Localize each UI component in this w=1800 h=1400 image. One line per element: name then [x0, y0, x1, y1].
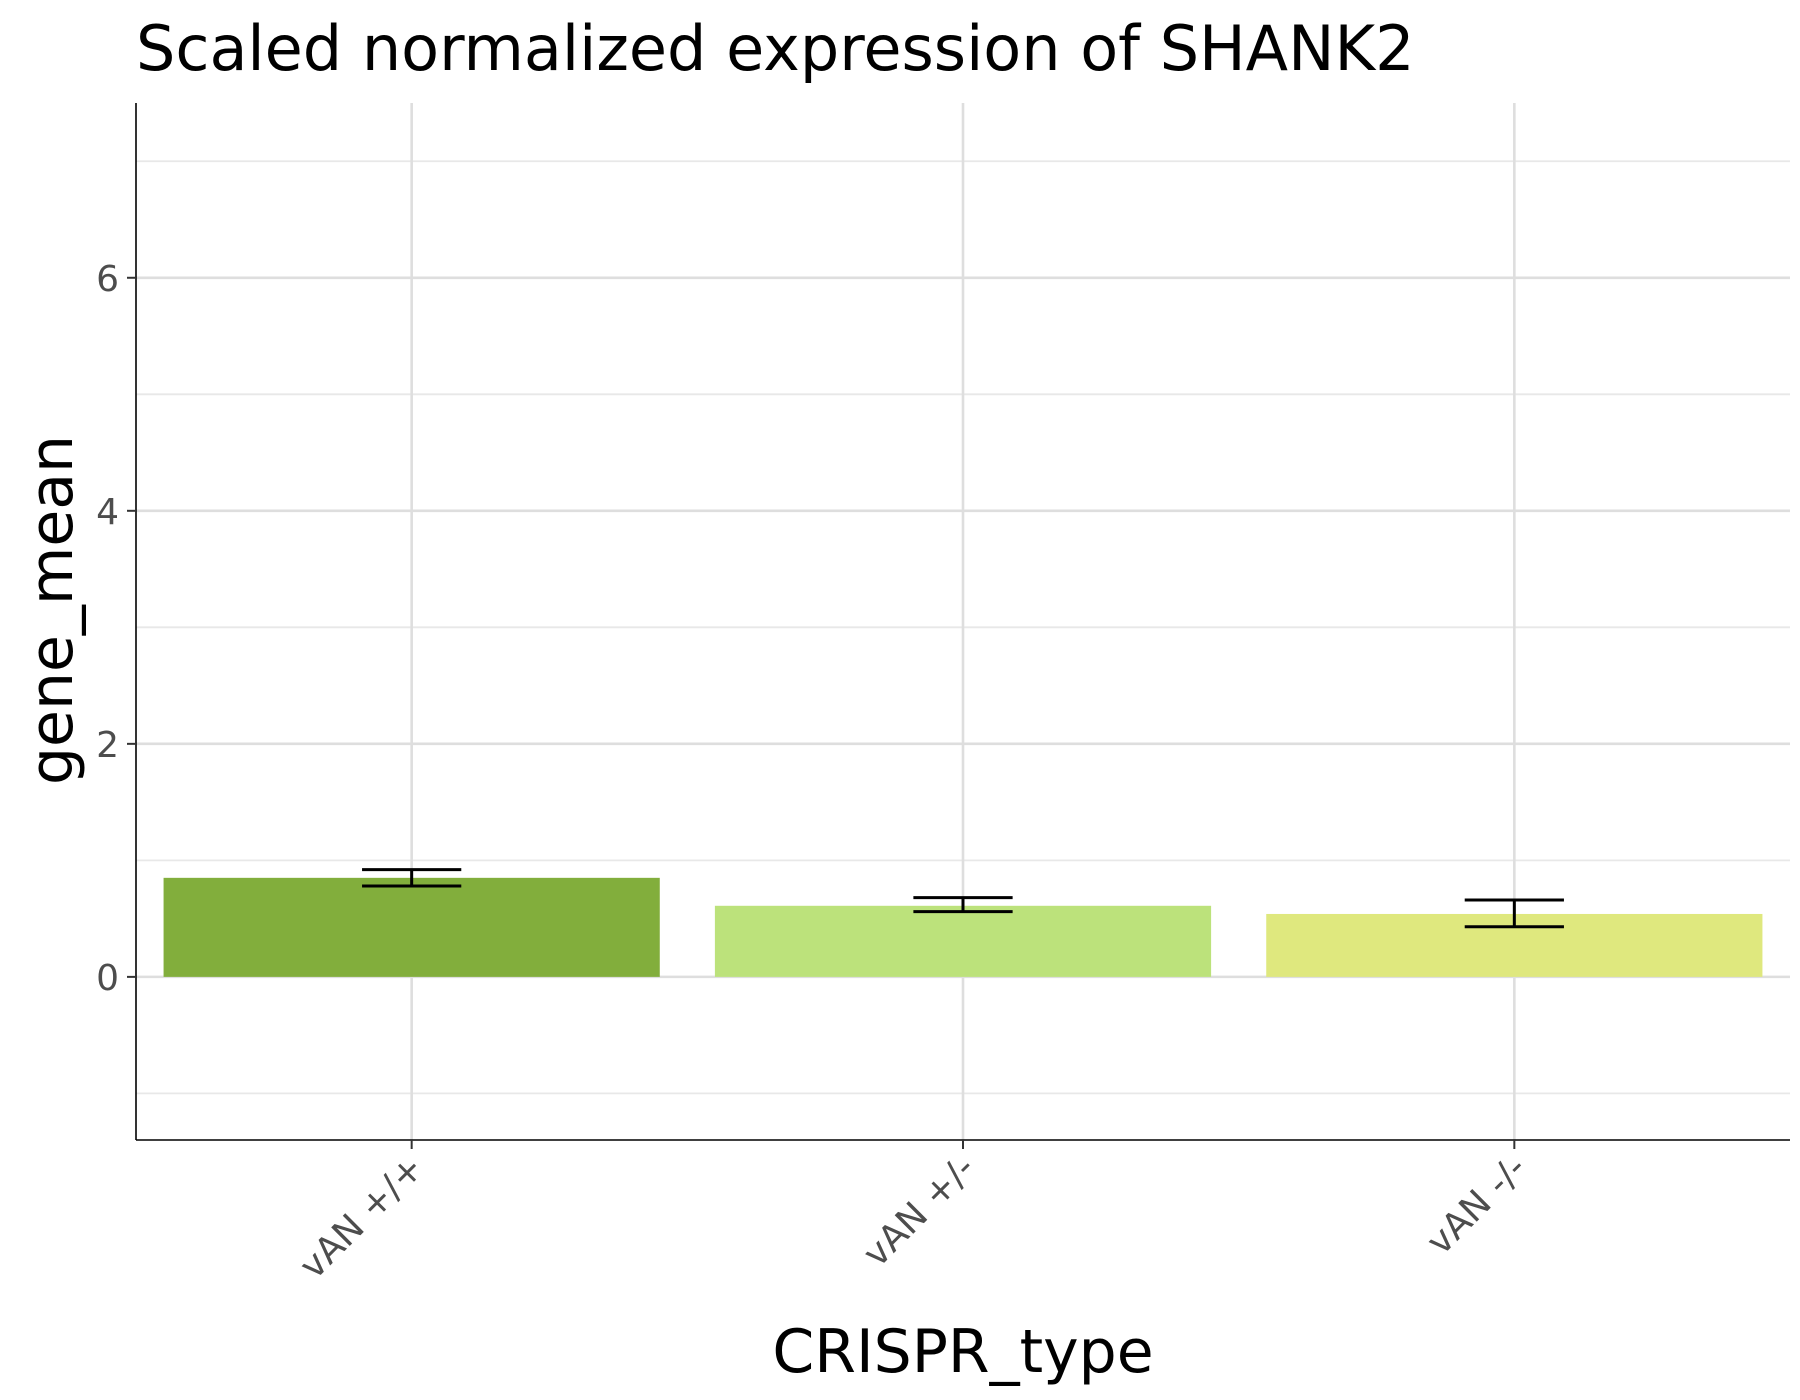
- y-tick-label: 6: [96, 259, 119, 300]
- y-tick-label: 4: [96, 492, 119, 533]
- y-axis-title: gene_mean: [17, 435, 87, 785]
- x-axis-title: CRISPR_type: [772, 1317, 1153, 1387]
- bar: [163, 877, 660, 977]
- y-axis-ticks: 0 2 4 6: [96, 259, 136, 999]
- x-tick-label: vAN -/-: [1419, 1147, 1535, 1263]
- x-axis-ticks: vAN +/+ vAN +/- vAN -/-: [292, 1140, 1535, 1287]
- chart-title: Scaled normalized expression of SHANK2: [136, 12, 1415, 85]
- error-bars: [362, 868, 1564, 929]
- x-tick-label: vAN +/+: [292, 1147, 432, 1287]
- x-tick-label: vAN +/-: [856, 1147, 984, 1275]
- bars: [163, 877, 1763, 977]
- y-tick-label: 0: [96, 958, 119, 999]
- grid: [136, 103, 1790, 1140]
- y-tick-label: 2: [96, 725, 119, 766]
- bar: [714, 905, 1212, 977]
